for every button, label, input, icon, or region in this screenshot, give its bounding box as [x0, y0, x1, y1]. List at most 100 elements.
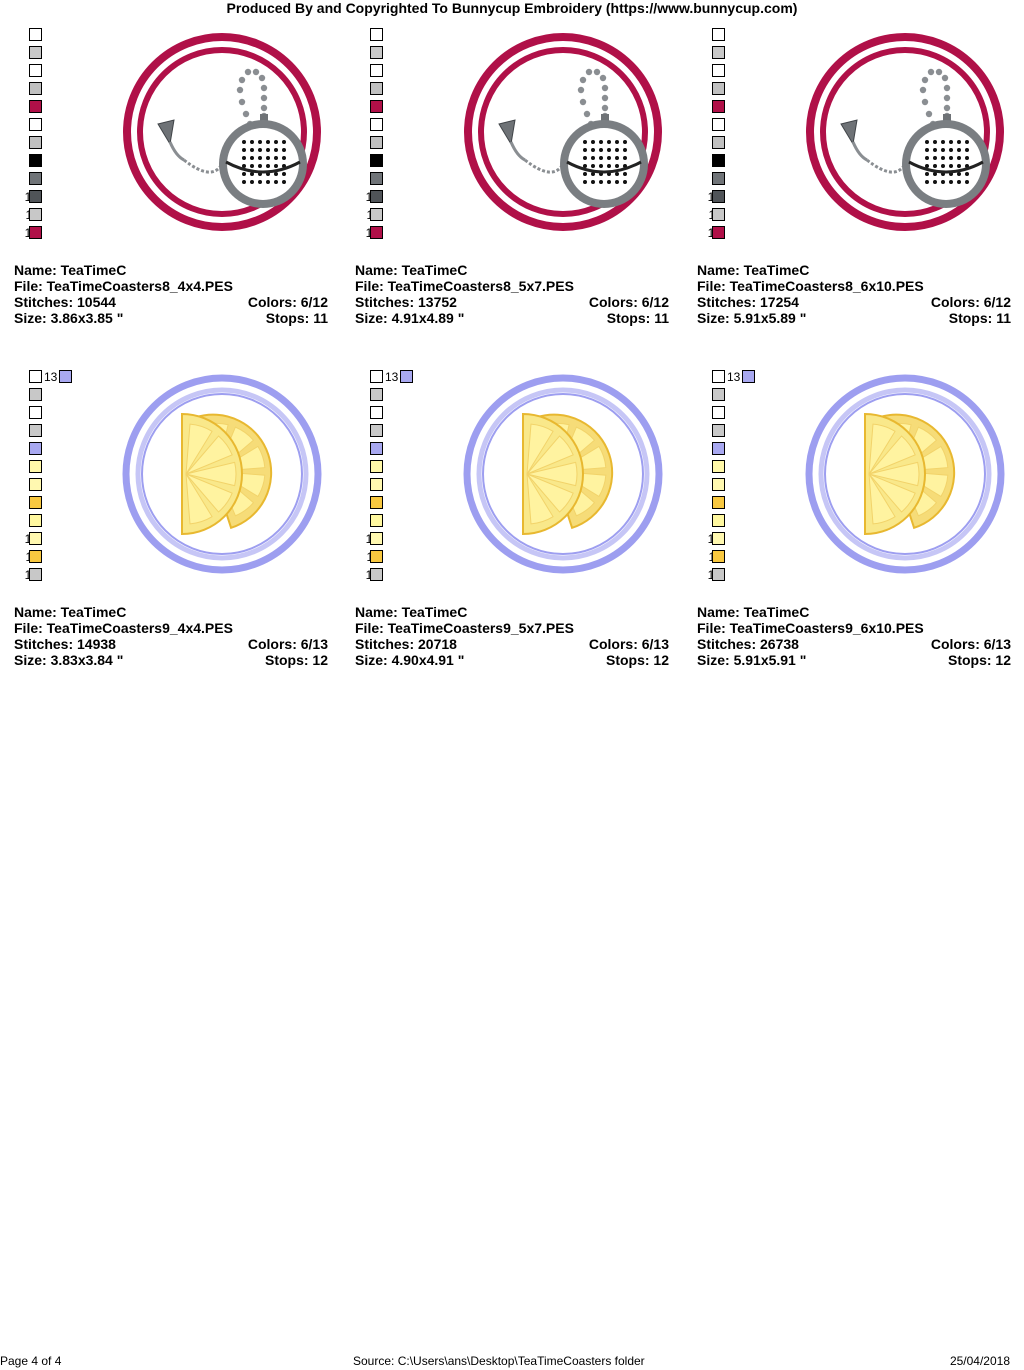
color-swatch: [29, 568, 42, 581]
design-file: File: TeaTimeCoasters8_5x7.PES: [355, 278, 574, 294]
design-name: Name: TeaTimeC: [14, 604, 127, 620]
color-swatch: [370, 172, 383, 185]
color-swatch: [370, 208, 383, 221]
design-colors: Colors: 6/13: [930, 636, 1011, 652]
design-stops: Stops: 11: [948, 310, 1011, 326]
design-card: 1 2 3 4 5 6 7 8 9 10 11: [14, 28, 344, 348]
color-swatch: [29, 208, 42, 221]
design-name: Name: TeaTimeC: [697, 604, 810, 620]
design-stitches: Stitches: 14938: [14, 636, 116, 652]
color-swatch: [370, 406, 383, 419]
color-swatch: [29, 406, 42, 419]
design-file: File: TeaTimeCoasters8_6x10.PES: [697, 278, 924, 294]
color-swatch: [370, 496, 383, 509]
design-name: Name: TeaTimeC: [355, 262, 468, 278]
color-swatch: [29, 64, 42, 77]
color-swatch: [29, 460, 42, 473]
design-stops: Stops: 11: [606, 310, 669, 326]
design-size: Size: 3.83x3.84 ": [14, 652, 124, 668]
design-stops: Stops: 11: [265, 310, 328, 326]
design-file: File: TeaTimeCoasters9_6x10.PES: [697, 620, 924, 636]
color-swatch: [712, 82, 725, 95]
color-swatch: [712, 28, 725, 41]
color-swatch: [29, 172, 42, 185]
color-swatch: [400, 370, 413, 383]
lemon-slice-design: [805, 374, 1005, 574]
color-swatch: [29, 100, 42, 113]
color-stop: 13: [727, 370, 741, 384]
color-swatch: [29, 154, 42, 167]
outer-ring: [463, 374, 663, 574]
color-swatch: [370, 46, 383, 59]
outer-ring: [464, 33, 662, 231]
color-swatch: [29, 478, 42, 491]
design-stitches: Stitches: 26738: [697, 636, 799, 652]
design-stops: Stops: 12: [605, 652, 669, 668]
color-swatch: [712, 118, 725, 131]
color-swatch: [29, 226, 42, 239]
outer-ring: [123, 33, 321, 231]
color-swatch: [712, 478, 725, 491]
color-swatch: [712, 46, 725, 59]
color-swatch: [370, 514, 383, 527]
color-swatch: [712, 190, 725, 203]
color-swatch: [712, 370, 725, 383]
lemon-slice-graphic: [522, 412, 614, 536]
tea-infuser-graphic: [498, 68, 648, 208]
color-swatch: [29, 118, 42, 131]
color-swatch: [29, 514, 42, 527]
color-swatch: [370, 100, 383, 113]
design-stitches: Stitches: 10544: [14, 294, 116, 310]
design-stops: Stops: 12: [264, 652, 328, 668]
outer-ring: [805, 374, 1005, 574]
design-stops: Stops: 12: [947, 652, 1011, 668]
color-swatch: [29, 442, 42, 455]
design-name: Name: TeaTimeC: [14, 262, 127, 278]
color-swatch: [370, 136, 383, 149]
color-swatch: [370, 388, 383, 401]
color-swatch: [370, 118, 383, 131]
color-swatch: [370, 478, 383, 491]
design-info: Name: TeaTimeC File: TeaTimeCoasters8_4x…: [14, 262, 328, 326]
color-swatch: [29, 388, 42, 401]
tea-infuser-design: [463, 32, 663, 232]
color-swatch: [712, 424, 725, 437]
color-stop: 13: [385, 370, 399, 384]
color-swatch: [712, 100, 725, 113]
color-swatch: [370, 28, 383, 41]
design-colors: Colors: 6/12: [588, 294, 669, 310]
color-swatch: [712, 532, 725, 545]
color-swatch: [712, 226, 725, 239]
design-size: Size: 3.86x3.85 ": [14, 310, 124, 326]
tea-infuser-graphic: [157, 68, 307, 208]
design-colors: Colors: 6/12: [247, 294, 328, 310]
design-info: Name: TeaTimeC File: TeaTimeCoasters9_4x…: [14, 604, 328, 668]
outer-ring: [122, 374, 322, 574]
color-swatch: [712, 442, 725, 455]
color-swatch: [29, 550, 42, 563]
color-stop: 13: [44, 370, 58, 384]
color-swatch: [712, 208, 725, 221]
lemon-slice-graphic: [864, 412, 956, 536]
color-swatch: [712, 406, 725, 419]
color-swatch: [370, 64, 383, 77]
color-swatch: [370, 226, 383, 239]
color-swatch: [370, 370, 383, 383]
color-swatch: [712, 550, 725, 563]
color-swatch: [29, 136, 42, 149]
color-swatch: [712, 172, 725, 185]
design-size: Size: 5.91x5.91 ": [697, 652, 807, 668]
color-swatch: [370, 460, 383, 473]
color-swatch: [712, 136, 725, 149]
design-info: Name: TeaTimeC File: TeaTimeCoasters8_6x…: [697, 262, 1011, 326]
color-swatch: [29, 82, 42, 95]
color-swatch: [370, 154, 383, 167]
color-swatch: [370, 82, 383, 95]
color-swatch: [29, 46, 42, 59]
color-swatch: [370, 442, 383, 455]
print-date: 25/04/2018: [949, 1354, 1010, 1368]
color-swatch: [370, 424, 383, 437]
outer-ring: [806, 33, 1004, 231]
design-stitches: Stitches: 13752: [355, 294, 457, 310]
design-size: Size: 4.91x4.89 ": [355, 310, 465, 326]
